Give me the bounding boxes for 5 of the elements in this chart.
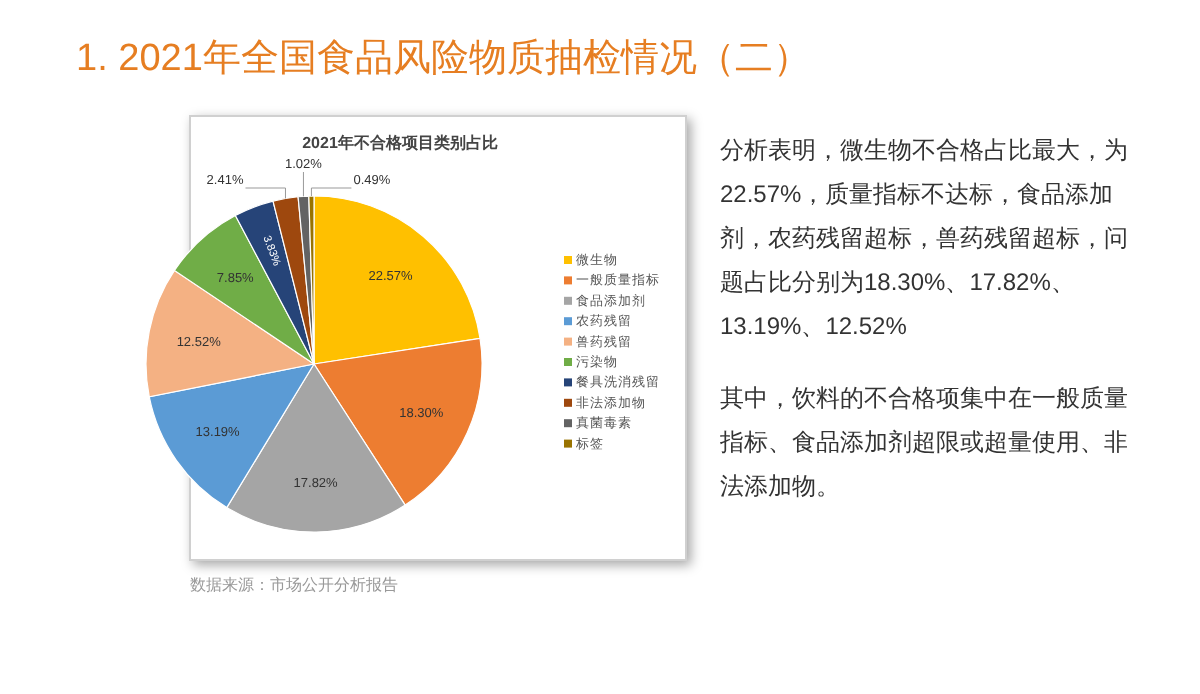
text: 分析表明，微生物不合格占比最大，为22.57%，质量指标不达标，食品添加剂，农药残留超标，兽药残留超标，问题占比分别为18.30%、17.82%、13.19%、12.52% — [720, 134, 1130, 344]
chart-title: 2021年不合格项目类别占比 — [302, 134, 498, 152]
source-note: 数据来源：市场公开分析报告 — [190, 574, 398, 596]
text: 1. 2021年全国食品风险物质抽检情况（二） — [76, 36, 811, 84]
text: 其中，饮料的不合格项集中在一般质量指标、食品添加剂超限或超量使用、非法添加物。 — [720, 382, 1130, 504]
